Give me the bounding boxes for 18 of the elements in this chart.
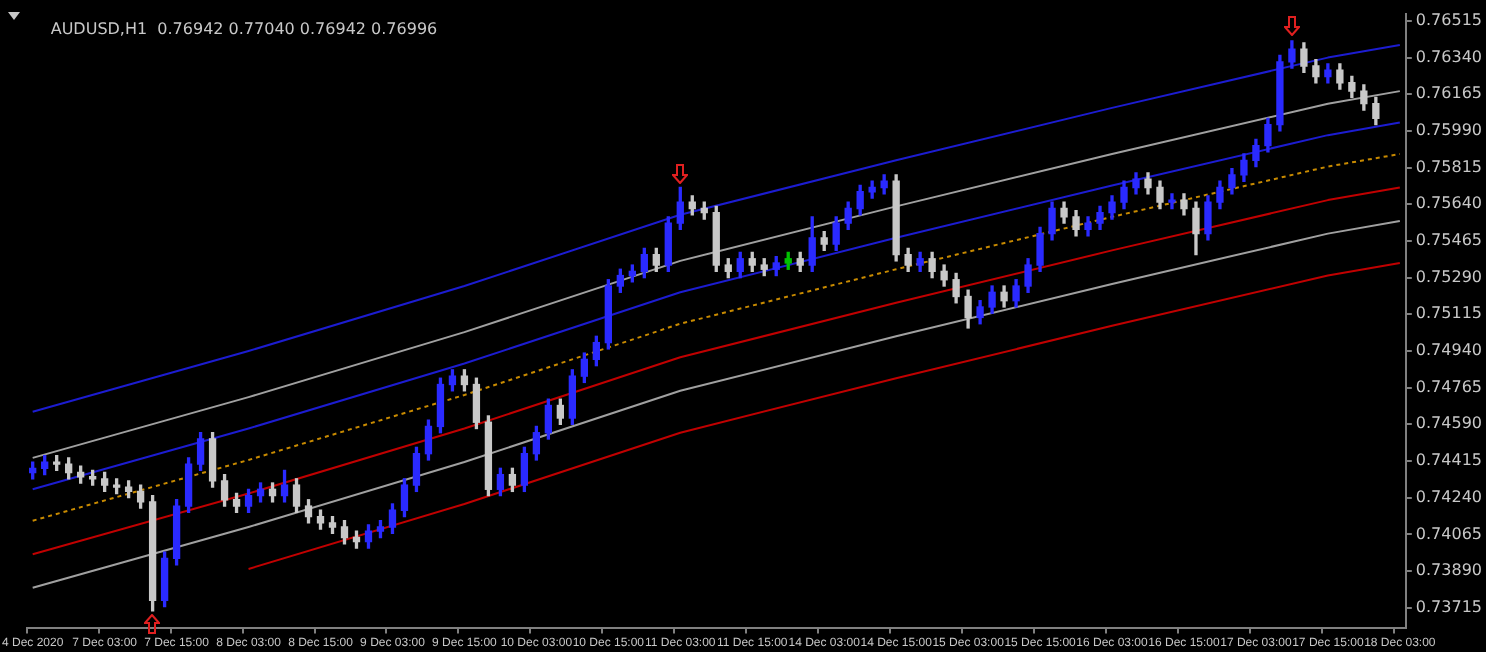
y-tick-label: 0.74240	[1415, 487, 1483, 506]
y-tick-label: 0.76340	[1415, 47, 1483, 66]
y-tick-label: 0.76515	[1415, 11, 1483, 30]
y-tick-label: 0.76165	[1415, 84, 1483, 103]
y-tick-label: 0.75815	[1415, 157, 1483, 176]
y-tick-label: 0.74940	[1415, 341, 1483, 360]
y-tick-label: 0.74590	[1415, 414, 1483, 433]
y-tick-label: 0.75290	[1415, 267, 1483, 286]
y-tick-label: 0.74765	[1415, 377, 1483, 396]
y-tick-label: 0.75465	[1415, 231, 1483, 250]
y-tick-label: 0.75990	[1415, 121, 1483, 140]
y-tick-label: 0.75640	[1415, 194, 1483, 213]
y-tick-label: 0.74065	[1415, 524, 1483, 543]
y-tick-label: 0.75115	[1415, 304, 1483, 323]
y-tick-label: 0.73715	[1415, 597, 1483, 616]
chart-title: AUDUSD,H1 0.76942 0.77040 0.76942 0.76996	[50, 19, 438, 38]
y-tick-label: 0.73890	[1415, 561, 1483, 580]
y-tick-label: 0.74415	[1415, 451, 1483, 470]
